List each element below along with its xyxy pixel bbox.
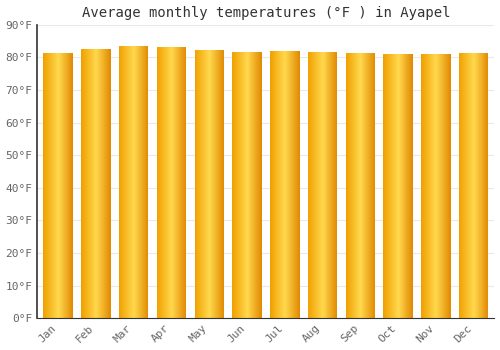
Title: Average monthly temperatures (°F ) in Ayapel: Average monthly temperatures (°F ) in Ay…	[82, 6, 450, 20]
